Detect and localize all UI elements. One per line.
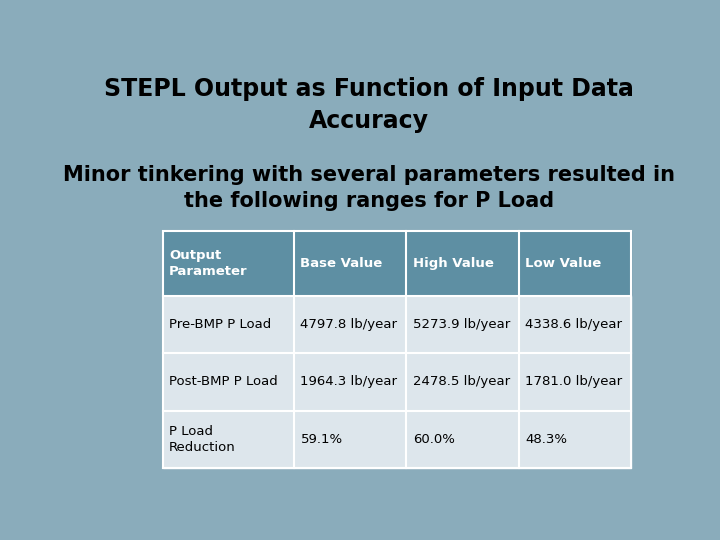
Text: Low Value: Low Value [526,257,602,270]
Text: Minor tinkering with several parameters resulted in
the following ranges for P L: Minor tinkering with several parameters … [63,165,675,211]
Text: Pre-BMP P Load: Pre-BMP P Load [169,318,271,331]
Text: 5273.9 lb/year: 5273.9 lb/year [413,318,510,331]
Text: P Load
Reduction: P Load Reduction [169,425,236,454]
Text: 48.3%: 48.3% [526,433,567,446]
Text: 1781.0 lb/year: 1781.0 lb/year [526,375,623,388]
Text: STEPL Output as Function of Input Data
Accuracy: STEPL Output as Function of Input Data A… [104,77,634,133]
Text: 1964.3 lb/year: 1964.3 lb/year [300,375,397,388]
Text: High Value: High Value [413,257,494,270]
Text: 60.0%: 60.0% [413,433,455,446]
Text: 2478.5 lb/year: 2478.5 lb/year [413,375,510,388]
Text: 59.1%: 59.1% [300,433,343,446]
Text: Post-BMP P Load: Post-BMP P Load [169,375,278,388]
Text: Output
Parameter: Output Parameter [169,249,248,278]
Text: 4338.6 lb/year: 4338.6 lb/year [526,318,623,331]
Text: Base Value: Base Value [300,257,383,270]
Text: 4797.8 lb/year: 4797.8 lb/year [300,318,397,331]
